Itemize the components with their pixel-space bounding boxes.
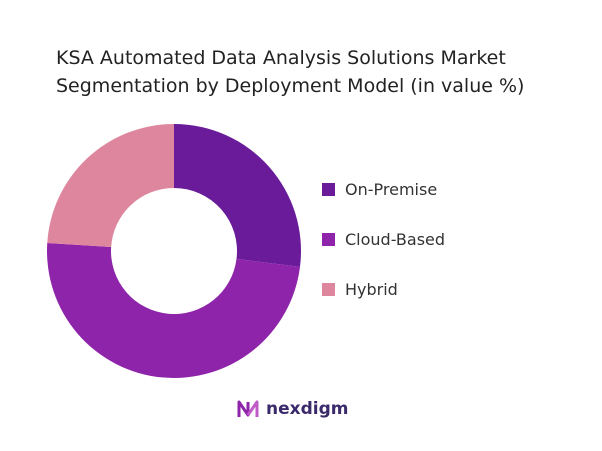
chart-title: KSA Automated Data Analysis Solutions Ma… xyxy=(56,44,524,100)
title-line-2: Segmentation by Deployment Model (in val… xyxy=(56,75,525,97)
legend-label: Cloud-Based xyxy=(345,229,446,249)
legend-swatch xyxy=(322,232,335,246)
title-line-1: KSA Automated Data Analysis Solutions Ma… xyxy=(56,47,506,69)
legend-swatch xyxy=(322,282,335,296)
legend-item-cloud-based: Cloud-Based xyxy=(322,226,445,252)
legend-item-hybrid: Hybrid xyxy=(322,276,445,302)
slice-cloud-based xyxy=(46,243,300,378)
legend-item-on-premise: On-Premise xyxy=(322,176,445,202)
logo-text: nexdigm xyxy=(266,399,349,419)
legend-label: On-Premise xyxy=(345,179,438,199)
slice-on-premise xyxy=(174,124,301,267)
legend-swatch xyxy=(322,182,335,196)
legend: On-Premise Cloud-Based Hybrid xyxy=(322,176,445,326)
legend-label: Hybrid xyxy=(345,279,398,299)
slice-hybrid xyxy=(47,124,174,248)
nexdigm-logo: nexdigm xyxy=(236,398,348,420)
logo-mark-icon xyxy=(237,400,259,417)
